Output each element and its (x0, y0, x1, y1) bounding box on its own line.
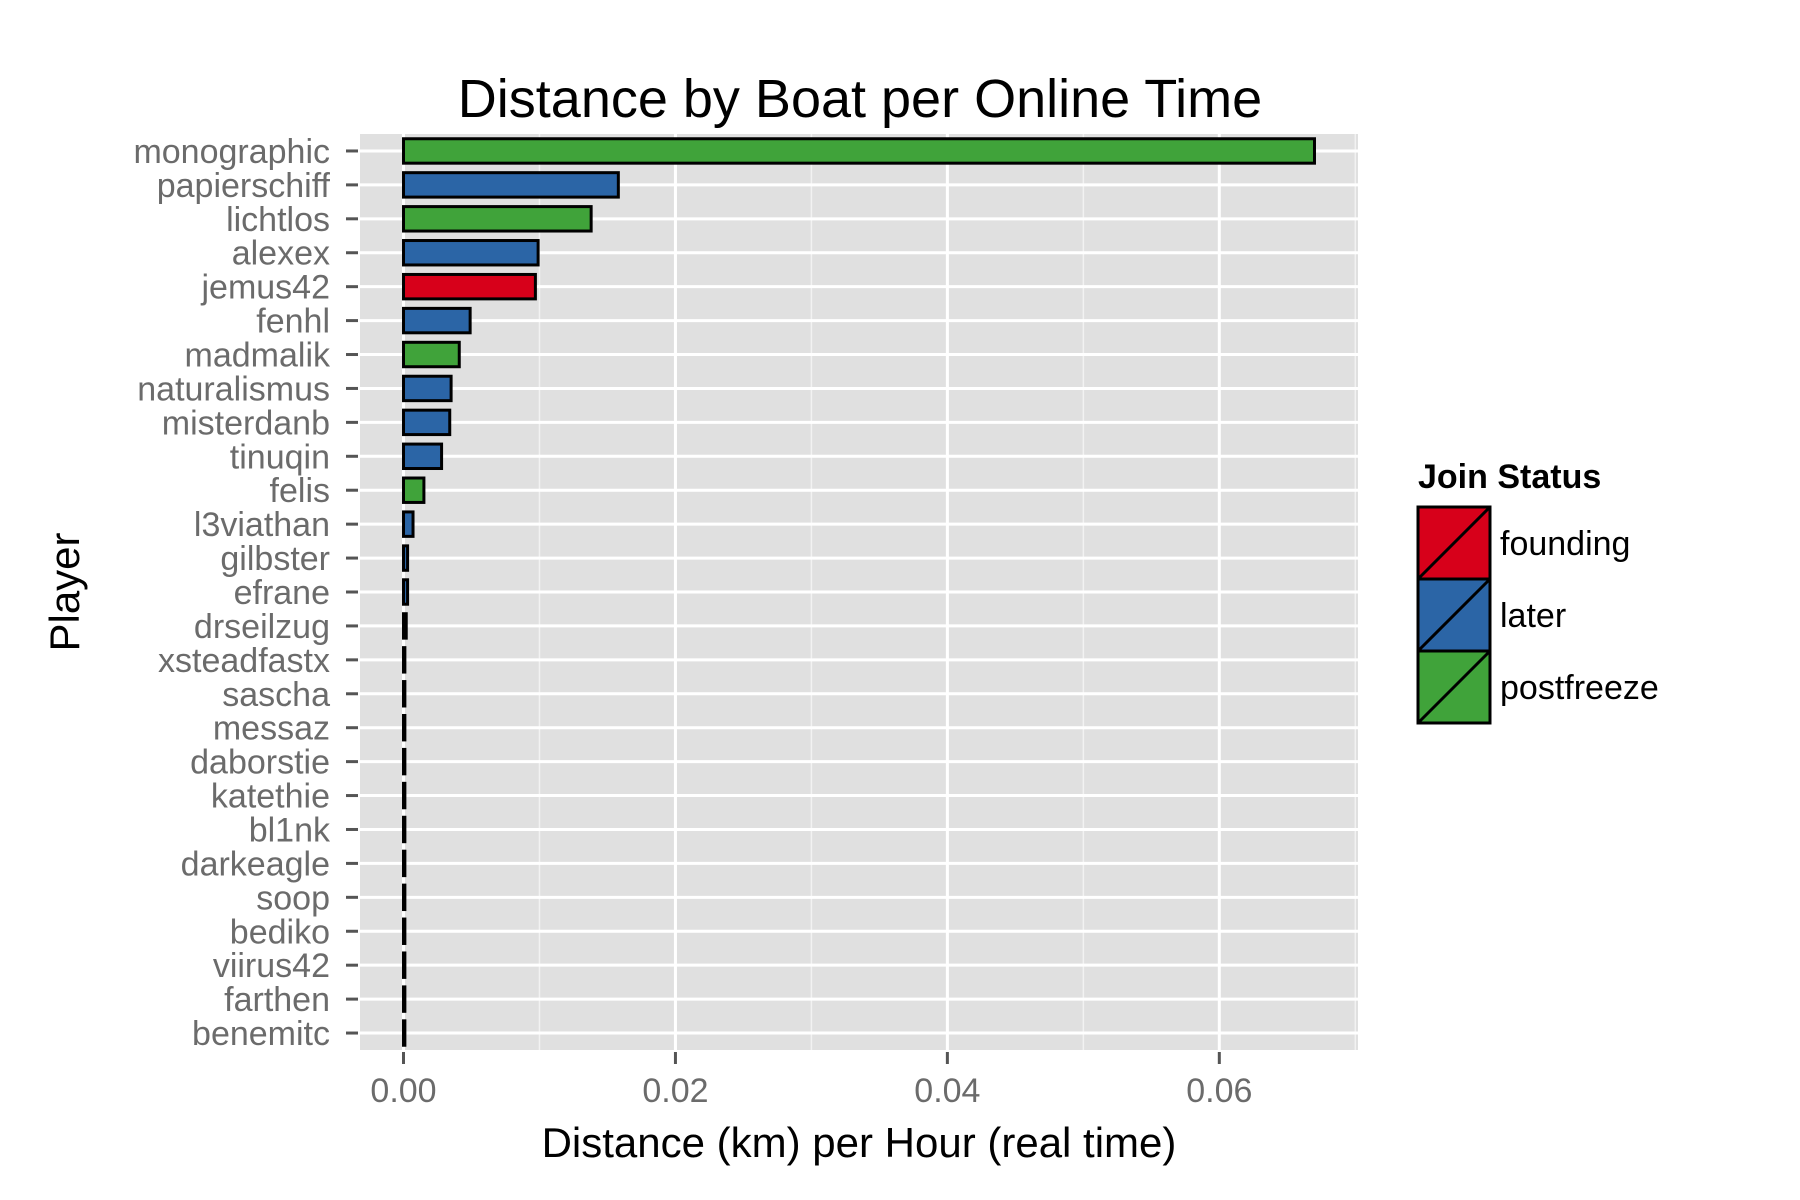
legend-item-postfreeze: postfreeze (1416, 649, 1659, 725)
y-tick-label: messaz (213, 710, 330, 748)
x-tick-label: 0.02 (642, 1072, 708, 1110)
legend-key-slash (1416, 505, 1492, 581)
legend-item-founding: founding (1416, 505, 1630, 581)
x-tick-label: 0.04 (914, 1072, 980, 1110)
legend: Join Status founding later postfreeze (1416, 458, 1659, 725)
y-tick-label: alexex (232, 235, 330, 273)
bar-bl1nk (402, 815, 407, 844)
chart-title: Distance by Boat per Online Time (458, 69, 1262, 129)
y-tick-label: bl1nk (249, 811, 331, 849)
y-tick-label: l3viathan (194, 506, 330, 544)
bar-katethie (402, 781, 407, 810)
bar-messaz (402, 713, 407, 742)
y-tick-label: monographic (133, 133, 330, 171)
bar-gilbster (402, 544, 410, 572)
bar-benemitc (402, 1019, 407, 1047)
legend-key-slash (1416, 577, 1492, 653)
bars (402, 137, 1316, 1047)
bar-madmalik (402, 340, 461, 369)
y-tick-label: tinuqin (230, 438, 330, 476)
legend-label: founding (1500, 525, 1630, 563)
bar-fenhl (402, 306, 472, 335)
bar-misterdanb (402, 408, 452, 437)
bar-monographic (402, 137, 1316, 165)
y-tick-label: soop (256, 879, 330, 917)
bar-l3viathan (402, 510, 415, 538)
bar-papierschiff (402, 171, 620, 199)
bar-sascha (402, 680, 407, 708)
legend-item-later: later (1416, 577, 1566, 653)
bar-alexex (402, 239, 540, 267)
y-tick-label: benemitc (192, 1015, 330, 1053)
x-axis-ticks: 0.00 0.02 0.04 0.06 (370, 1052, 1252, 1110)
legend-label: later (1500, 597, 1566, 635)
bar-jemus42 (402, 272, 537, 301)
y-tick-label: drseilzug (194, 608, 330, 646)
x-axis-title: Distance (km) per Hour (real time) (542, 1119, 1177, 1166)
x-tick-label: 0.00 (370, 1072, 436, 1110)
x-tick-label: 0.06 (1186, 1072, 1252, 1110)
y-tick-label: bediko (230, 913, 330, 951)
bar-daborstie (402, 747, 407, 776)
y-tick-label: xsteadfastx (158, 642, 330, 680)
y-tick-label: farthen (224, 981, 330, 1019)
y-axis-ticks: monographicpapierschifflichtlosalexexjem… (133, 133, 358, 1053)
legend-title: Join Status (1418, 458, 1601, 496)
legend-items: founding later postfreeze (1416, 505, 1659, 725)
bar-xsteadfastx (402, 646, 407, 674)
bar-lichtlos (402, 205, 593, 233)
y-tick-label: gilbster (220, 540, 330, 578)
bar-farthen (402, 985, 407, 1013)
y-tick-label: efrane (234, 574, 330, 612)
y-tick-label: madmalik (185, 337, 331, 375)
y-tick-label: misterdanb (162, 404, 330, 442)
bar-tinuqin (402, 442, 444, 471)
y-tick-label: katethie (211, 778, 330, 816)
y-tick-label: papierschiff (157, 167, 331, 205)
y-tick-label: lichtlos (226, 201, 330, 239)
y-tick-label: viirus42 (213, 947, 330, 985)
y-tick-label: darkeagle (181, 845, 330, 883)
bar-bediko (402, 917, 407, 945)
bar-efrane (402, 578, 410, 606)
bar-naturalismus (402, 374, 453, 403)
y-tick-label: jemus42 (200, 269, 330, 307)
bar-drseilzug (402, 612, 408, 640)
y-tick-label: naturalismus (137, 370, 330, 408)
y-tick-label: sascha (222, 676, 330, 714)
legend-key-slash (1416, 649, 1492, 725)
bar-felis (402, 476, 426, 504)
legend-label: postfreeze (1500, 669, 1659, 707)
bar-soop (402, 883, 407, 912)
y-axis-title: Player (41, 532, 88, 651)
bar-darkeagle (402, 849, 407, 878)
y-tick-label: daborstie (190, 744, 330, 782)
y-tick-label: felis (270, 472, 330, 510)
y-tick-label: fenhl (256, 303, 330, 341)
bar-viirus42 (402, 951, 407, 979)
